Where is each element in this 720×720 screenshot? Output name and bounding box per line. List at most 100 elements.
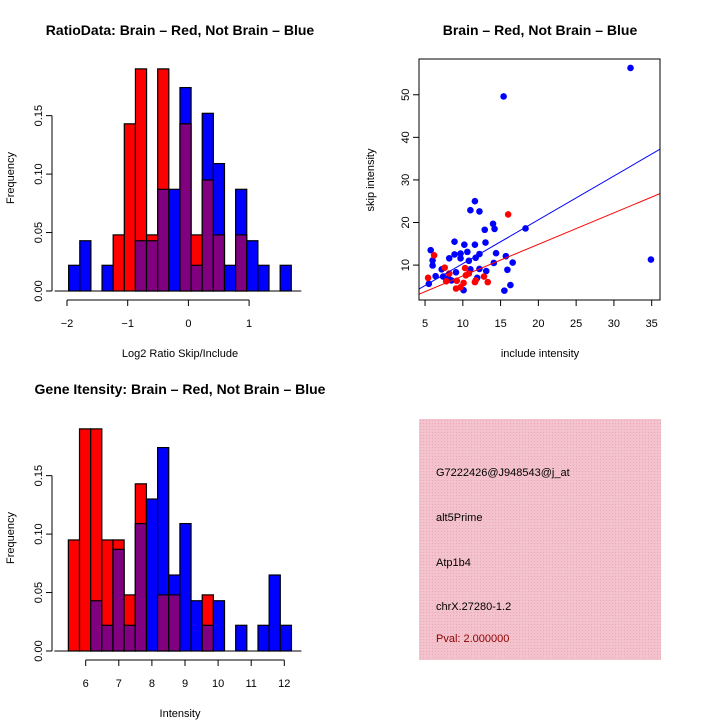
x-tick-label: 8 <box>149 678 155 690</box>
red-bar <box>67 539 81 652</box>
red-point <box>484 278 492 286</box>
overlap-bar <box>123 624 136 652</box>
blue-point <box>501 287 508 294</box>
ratio-histogram-xlabel: Log2 Ratio Skip/Include <box>122 348 238 360</box>
red-point <box>461 264 469 272</box>
blue-bar <box>179 522 192 652</box>
blue-point <box>647 256 655 263</box>
blue-bar <box>279 624 293 652</box>
info-panel: G7222426@J948543@j_at alt5Prime Atp1b4 c… <box>419 419 661 660</box>
overlap-bar <box>212 234 226 292</box>
y-tick-label: 0.10 <box>33 163 45 184</box>
blue-point <box>476 208 483 215</box>
x-tick-label: 10 <box>457 318 469 330</box>
x-tick-label: −1 <box>121 318 134 330</box>
y-tick-label: 0.15 <box>33 465 45 486</box>
x-tick-label: 1 <box>246 318 252 330</box>
blue-bar <box>257 264 270 292</box>
gene-name: Atp1b4 <box>436 557 471 569</box>
x-tick-label: 10 <box>212 678 224 690</box>
x-tick-label: 0 <box>185 318 191 330</box>
red-point <box>480 273 488 280</box>
y-tick-label: 0.05 <box>33 582 45 603</box>
y-tick-label: 30 <box>400 174 412 186</box>
plot-box <box>418 58 661 301</box>
blue-point <box>504 266 511 274</box>
y-tick-label: 20 <box>400 216 412 228</box>
overlap-bar <box>179 123 192 292</box>
x-tick-label: 12 <box>278 678 290 690</box>
blue-bar <box>101 264 114 292</box>
x-tick-label: 6 <box>83 678 89 690</box>
x-tick-label: 35 <box>646 318 658 330</box>
overlap-bar <box>101 624 114 652</box>
blue-point <box>627 64 634 72</box>
blue-point <box>451 238 458 245</box>
blue-point <box>492 249 500 257</box>
probe-id: G7222426@J948543@j_at <box>436 467 570 479</box>
blue-point <box>509 259 516 266</box>
blue-point <box>507 281 514 289</box>
blue-point <box>451 251 458 258</box>
x-tick-label: 11 <box>245 678 256 690</box>
red-point <box>472 277 479 284</box>
blue-bar <box>223 264 237 292</box>
red-point <box>424 274 432 282</box>
blue-bar <box>79 240 92 292</box>
blue-point <box>461 241 468 248</box>
blue-bar <box>279 264 292 292</box>
event-type: alt5Prime <box>436 512 482 524</box>
y-tick-label: 0.00 <box>33 640 45 661</box>
intensity-histogram: Gene Itensity: Brain – Red, Not Brain – … <box>5 381 326 720</box>
blue-bar <box>257 624 270 652</box>
x-tick-label: 7 <box>116 678 122 690</box>
overlap-bar <box>134 522 148 652</box>
blue-bar <box>246 240 259 292</box>
blue-point <box>432 272 439 280</box>
overlap-bar <box>90 600 103 652</box>
y-tick-label: 40 <box>400 131 412 143</box>
blue-point <box>491 225 498 233</box>
genomic-location: chrX.27280-1.2 <box>436 601 511 613</box>
blue-bar <box>268 574 281 652</box>
red-point <box>504 211 512 218</box>
red-point <box>460 279 467 287</box>
blue-point <box>482 267 490 275</box>
blue-point <box>471 197 479 205</box>
blue-bar <box>235 624 248 652</box>
y-tick-label: 0.15 <box>33 105 45 126</box>
blue-bar <box>190 600 203 652</box>
blue-point <box>500 93 507 100</box>
scatter-title: Brain – Red, Not Brain – Blue <box>443 22 638 38</box>
y-tick-label: 10 <box>400 259 412 271</box>
overlap-bar <box>156 594 170 652</box>
blue-point <box>429 257 436 264</box>
scatter-ylabel: skip intensity <box>365 148 377 211</box>
overlap-bar <box>190 264 203 292</box>
ratio-histogram-ylabel: Frequency <box>5 152 17 204</box>
blue-point <box>502 252 510 260</box>
blue-point <box>467 206 474 214</box>
y-tick-label: 0.00 <box>33 280 45 301</box>
x-tick-label: 20 <box>532 318 544 330</box>
intensity-histogram-xlabel: Intensity <box>160 708 201 720</box>
x-tick-label: −2 <box>61 318 74 330</box>
x-tick-label: 25 <box>570 318 582 330</box>
red-point <box>430 251 438 259</box>
intensity-histogram-title: Gene Itensity: Brain – Red, Not Brain – … <box>35 381 326 397</box>
overlap-bar <box>168 594 181 652</box>
blue-point <box>427 246 435 254</box>
blue-bar <box>145 498 159 652</box>
blue-bar <box>212 600 226 652</box>
blue-point <box>489 220 497 228</box>
info-panel-background <box>419 419 661 660</box>
blue-point <box>482 239 489 246</box>
overlap-bar <box>235 234 248 292</box>
x-tick-label: 9 <box>182 678 188 690</box>
blue-point <box>445 254 453 262</box>
blue-bar <box>168 188 181 292</box>
intensity-scatter: Brain – Red, Not Brain – Blue include in… <box>365 22 661 360</box>
blue-point <box>439 273 447 280</box>
red-point <box>445 270 453 277</box>
